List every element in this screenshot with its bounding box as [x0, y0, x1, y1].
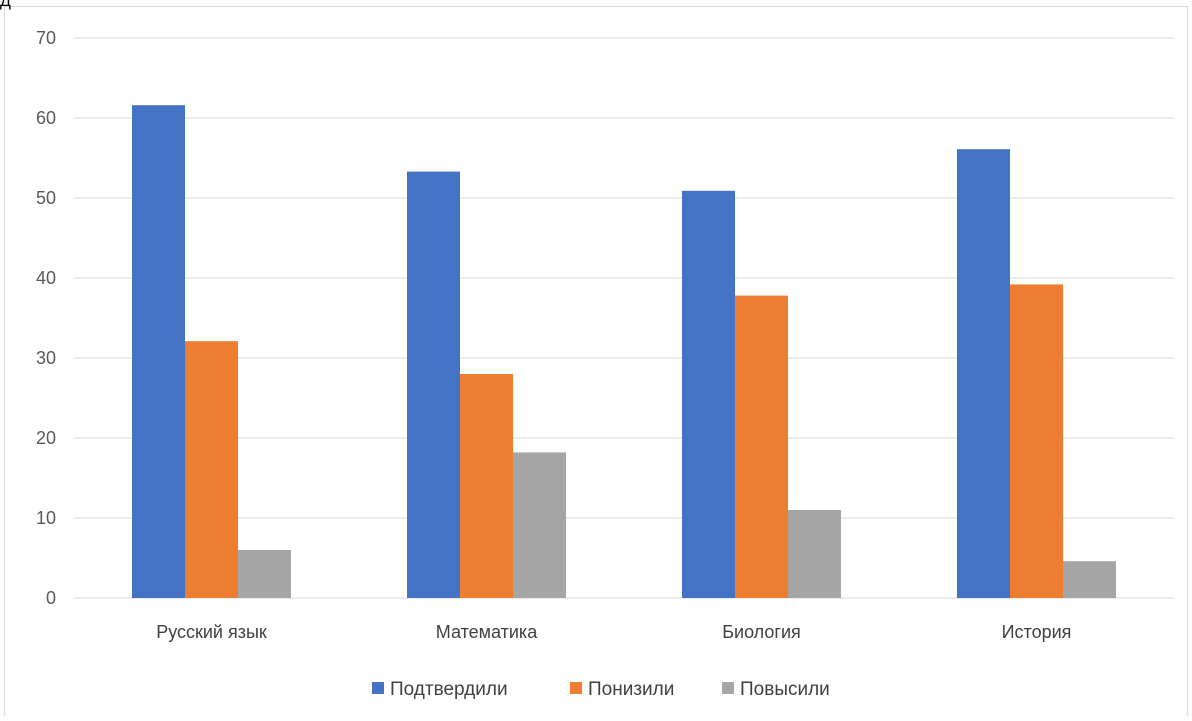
y-tick-label: 70	[36, 28, 56, 48]
x-category-label: Биология	[722, 622, 801, 642]
corner-glyph: Д	[0, 0, 11, 10]
legend-swatch	[722, 682, 734, 694]
x-axis-category-labels: Русский язык Математика Биология История	[156, 622, 1071, 642]
bar-1-1	[132, 105, 185, 598]
bar-2-3	[735, 295, 788, 598]
legend-label: Повысили	[740, 679, 830, 700]
bars	[132, 105, 1116, 599]
y-tick-label: 40	[36, 268, 56, 288]
bar-2-2	[460, 374, 513, 598]
bar-3-2	[513, 452, 566, 598]
y-tick-label: 50	[36, 188, 56, 208]
bar-3-1	[238, 550, 291, 598]
bar-3-4	[1063, 561, 1116, 598]
bar-1-2	[407, 171, 460, 598]
legend-label: Понизили	[588, 679, 674, 700]
legend-swatch	[372, 682, 384, 694]
legend-swatch	[570, 682, 582, 694]
y-tick-label: 30	[36, 348, 56, 368]
y-tick-label: 20	[36, 428, 56, 448]
bar-3-3	[788, 510, 841, 598]
y-axis-tick-labels: 0 10 20 30 40 50 60 70	[36, 28, 56, 608]
bar-2-1	[185, 341, 238, 598]
y-tick-label: 60	[36, 108, 56, 128]
y-tick-label: 10	[36, 508, 56, 528]
legend-label: Подтвердили	[390, 679, 508, 700]
x-category-label: Математика	[436, 622, 538, 642]
x-category-label: Русский язык	[156, 622, 267, 642]
bar-1-3	[682, 190, 735, 599]
legend: Подтвердили Понизили Повысили	[372, 679, 830, 700]
bar-1-4	[957, 149, 1010, 598]
bar-2-4	[1010, 284, 1063, 598]
x-category-label: История	[1002, 622, 1072, 642]
y-tick-label: 0	[46, 588, 56, 608]
